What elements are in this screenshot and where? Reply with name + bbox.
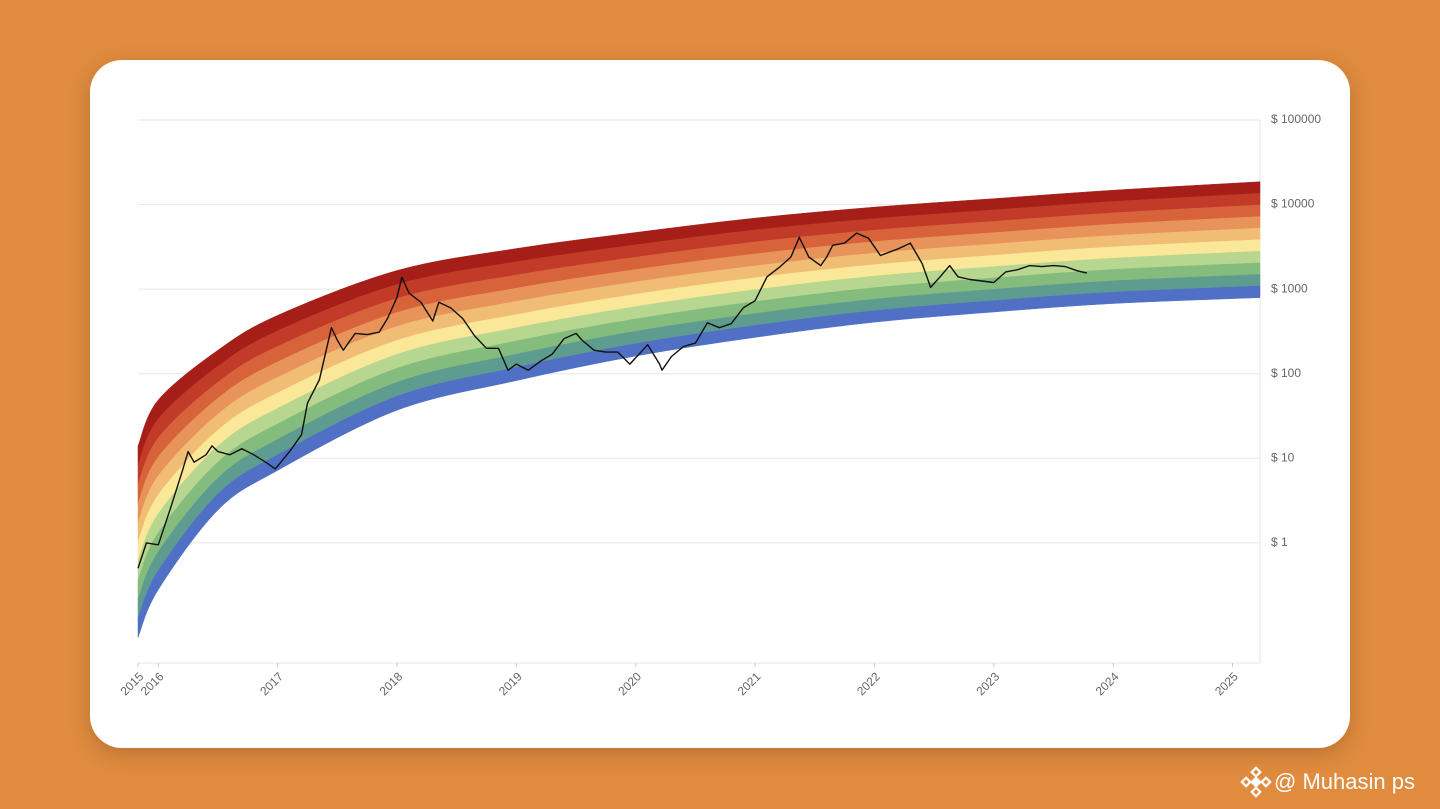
rainbow-band [137,285,1261,638]
y-tick-label: $ 1000 [1271,281,1308,295]
y-tick-label: $ 1 [1271,535,1288,549]
y-tick-label: $ 10 [1271,450,1295,464]
watermark: @ Muhasin ps [1274,769,1415,794]
logo [1240,766,1272,798]
y-tick-label: $ 100 [1271,366,1301,380]
y-tick-label: $ 100000 [1271,112,1321,126]
y-tick-label: $ 10000 [1271,197,1315,211]
price-line [137,232,1088,569]
